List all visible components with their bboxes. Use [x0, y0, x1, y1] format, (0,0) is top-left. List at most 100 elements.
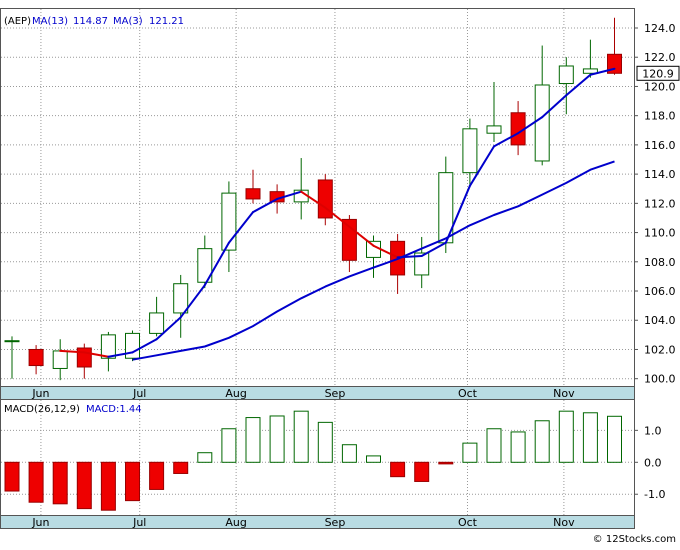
- macd-bar-negative: [100, 461, 116, 511]
- ma13-line: [132, 160, 615, 361]
- ma3-segment: [131, 338, 158, 354]
- macd-bar-positive: [269, 415, 285, 463]
- watermark: © 12Stocks.com: [593, 534, 676, 545]
- macd-bar-positive: [534, 420, 550, 463]
- macd-bar-positive: [558, 410, 574, 463]
- candle-body-up: [149, 312, 165, 334]
- month-label-price: Jun: [31, 387, 49, 400]
- macd-bar-negative: [414, 461, 430, 482]
- last-price-box: [636, 65, 680, 81]
- ma3-segment: [589, 67, 616, 76]
- macd-date-axis-bar: [0, 515, 635, 529]
- ma3-segment: [493, 132, 520, 148]
- month-label-price: Aug: [225, 387, 246, 400]
- macd-bar-negative: [173, 461, 189, 474]
- macd-tick-label: 0.0: [644, 456, 662, 469]
- month-label-macd: Jul: [132, 516, 146, 529]
- macd-bar-negative: [390, 461, 406, 478]
- month-label-price: Sep: [325, 387, 346, 400]
- candle-body-up: [534, 84, 550, 162]
- month-label-macd: Jun: [31, 516, 49, 529]
- ma3-segment: [420, 241, 447, 257]
- price-tick-label: 100.0: [644, 373, 676, 386]
- price-tick-label: 110.0: [644, 227, 676, 240]
- macd-bar-positive: [462, 442, 478, 463]
- month-label-price: Nov: [553, 387, 575, 400]
- macd-tick-label: 1.0: [644, 424, 662, 437]
- ma3-segment: [107, 351, 134, 358]
- ma3-segment: [83, 351, 110, 358]
- ma3-segment: [300, 190, 327, 209]
- macd-bar-negative: [438, 461, 454, 465]
- ma3-segment: [203, 241, 230, 287]
- macd-bar-positive: [341, 444, 357, 463]
- candle-body-down: [607, 53, 622, 74]
- candle-body-up: [558, 65, 574, 85]
- price-tick-label: 112.0: [644, 197, 676, 210]
- ma3-segment: [396, 254, 423, 259]
- ma3-segment: [541, 94, 568, 119]
- price-date-axis-bar: [0, 386, 635, 400]
- macd-bar-positive: [197, 452, 213, 463]
- macd-tick-label: -1.0: [644, 488, 665, 501]
- candle-body-up: [4, 340, 20, 343]
- ma3-segment: [276, 190, 303, 200]
- candle-body-up: [197, 248, 213, 283]
- last-price-label: 120.9: [642, 67, 674, 80]
- macd-bar-negative: [4, 461, 20, 492]
- month-label-macd: Nov: [553, 516, 575, 529]
- macd-bar-positive: [366, 455, 381, 463]
- ma3-segment: [227, 211, 254, 244]
- candle-body-down: [317, 179, 333, 219]
- ma3-segment: [468, 145, 495, 187]
- candle-body-up: [486, 125, 502, 134]
- candle-body-up: [125, 332, 140, 359]
- candle-body-up: [582, 68, 598, 74]
- macd-bar-negative: [52, 461, 68, 505]
- macd-bar-positive: [486, 428, 502, 463]
- price-tick-label: 124.0: [644, 22, 676, 35]
- price-tick-label: 102.0: [644, 343, 676, 356]
- ma3-value: 121.21: [149, 16, 184, 27]
- candle-body-down: [76, 347, 92, 368]
- month-label-price: Jul: [132, 387, 146, 400]
- symbol-label: (AEP): [4, 16, 31, 27]
- macd-bar-positive: [510, 431, 526, 463]
- ma3-segment: [517, 116, 544, 135]
- macd-bar-positive: [221, 428, 237, 463]
- price-tick-label: 120.0: [644, 80, 676, 93]
- month-label-macd: Sep: [325, 516, 346, 529]
- macd-bar-positive: [607, 415, 622, 463]
- candle-body-up: [173, 283, 189, 314]
- candle-body-up: [100, 334, 116, 359]
- price-tick-label: 106.0: [644, 285, 676, 298]
- macd-bar-positive: [293, 410, 309, 463]
- price-tick-label: 104.0: [644, 314, 676, 327]
- macd-value-label: MACD:1.44: [86, 404, 142, 415]
- candle-body-up: [414, 252, 430, 276]
- macd-bar-negative: [76, 461, 92, 510]
- month-label-macd: Oct: [458, 516, 478, 529]
- macd-bar-positive: [317, 421, 333, 463]
- ma13-label: MA(13): [32, 16, 68, 27]
- ma3-segment: [324, 206, 351, 228]
- month-label-macd: Aug: [225, 516, 246, 529]
- ma3-segment: [372, 244, 399, 259]
- macd-bar-negative: [149, 461, 165, 490]
- candle-body-up: [366, 240, 381, 258]
- macd-title-label: MACD(26,12,9): [4, 404, 80, 415]
- price-tick-label: 118.0: [644, 110, 676, 123]
- candle-body-up: [221, 192, 237, 251]
- price-tick-label: 122.0: [644, 51, 676, 64]
- candle-body-up: [462, 128, 478, 174]
- macd-bar-positive: [582, 412, 598, 463]
- ma3-segment: [59, 349, 86, 354]
- ma3-segment: [348, 225, 375, 247]
- price-tick-label: 114.0: [644, 168, 676, 181]
- macd-bar-positive: [245, 417, 261, 463]
- candle-body-down: [28, 348, 44, 367]
- month-label-price: Oct: [458, 387, 478, 400]
- candle-body-up: [52, 350, 68, 369]
